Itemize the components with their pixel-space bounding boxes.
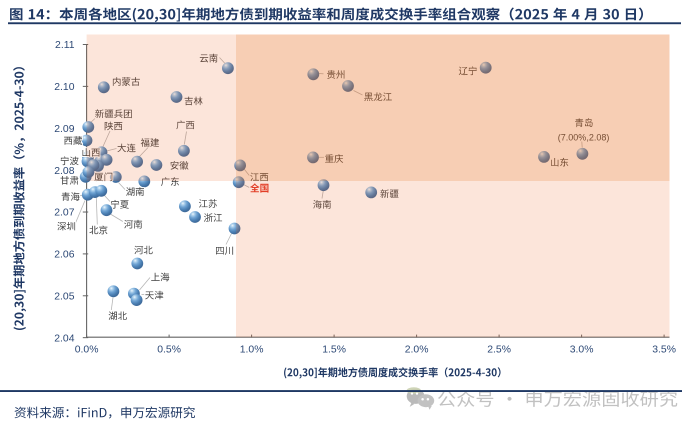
svg-text:1.5%: 1.5% [322,345,346,356]
svg-text:3.5%: 3.5% [652,345,676,356]
svg-text:0.0%: 0.0% [75,345,99,356]
svg-text:2.05: 2.05 [54,291,74,302]
svg-text:0.5%: 0.5% [157,345,181,356]
svg-text:2.11: 2.11 [55,40,75,51]
svg-text:2.07: 2.07 [54,208,74,219]
svg-text:2.5%: 2.5% [487,345,511,356]
svg-text:2.08: 2.08 [54,166,74,177]
svg-text:3.0%: 3.0% [570,345,594,356]
svg-text:2.10: 2.10 [54,82,74,93]
svg-text:2.0%: 2.0% [405,345,429,356]
svg-text:1.0%: 1.0% [240,345,264,356]
svg-text:2.06: 2.06 [54,250,74,261]
svg-text:(7.00%,2.08): (7.00%,2.08) [558,132,610,142]
svg-text:2.04: 2.04 [54,333,74,344]
svg-text:2.09: 2.09 [54,124,74,135]
